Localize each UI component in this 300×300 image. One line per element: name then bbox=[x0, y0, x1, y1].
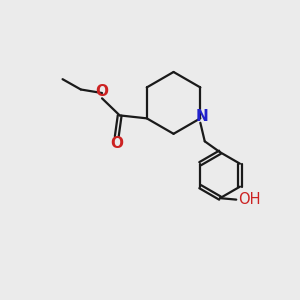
Text: N: N bbox=[195, 109, 208, 124]
Text: O: O bbox=[110, 136, 123, 151]
Text: OH: OH bbox=[238, 192, 260, 207]
Text: O: O bbox=[95, 84, 108, 99]
